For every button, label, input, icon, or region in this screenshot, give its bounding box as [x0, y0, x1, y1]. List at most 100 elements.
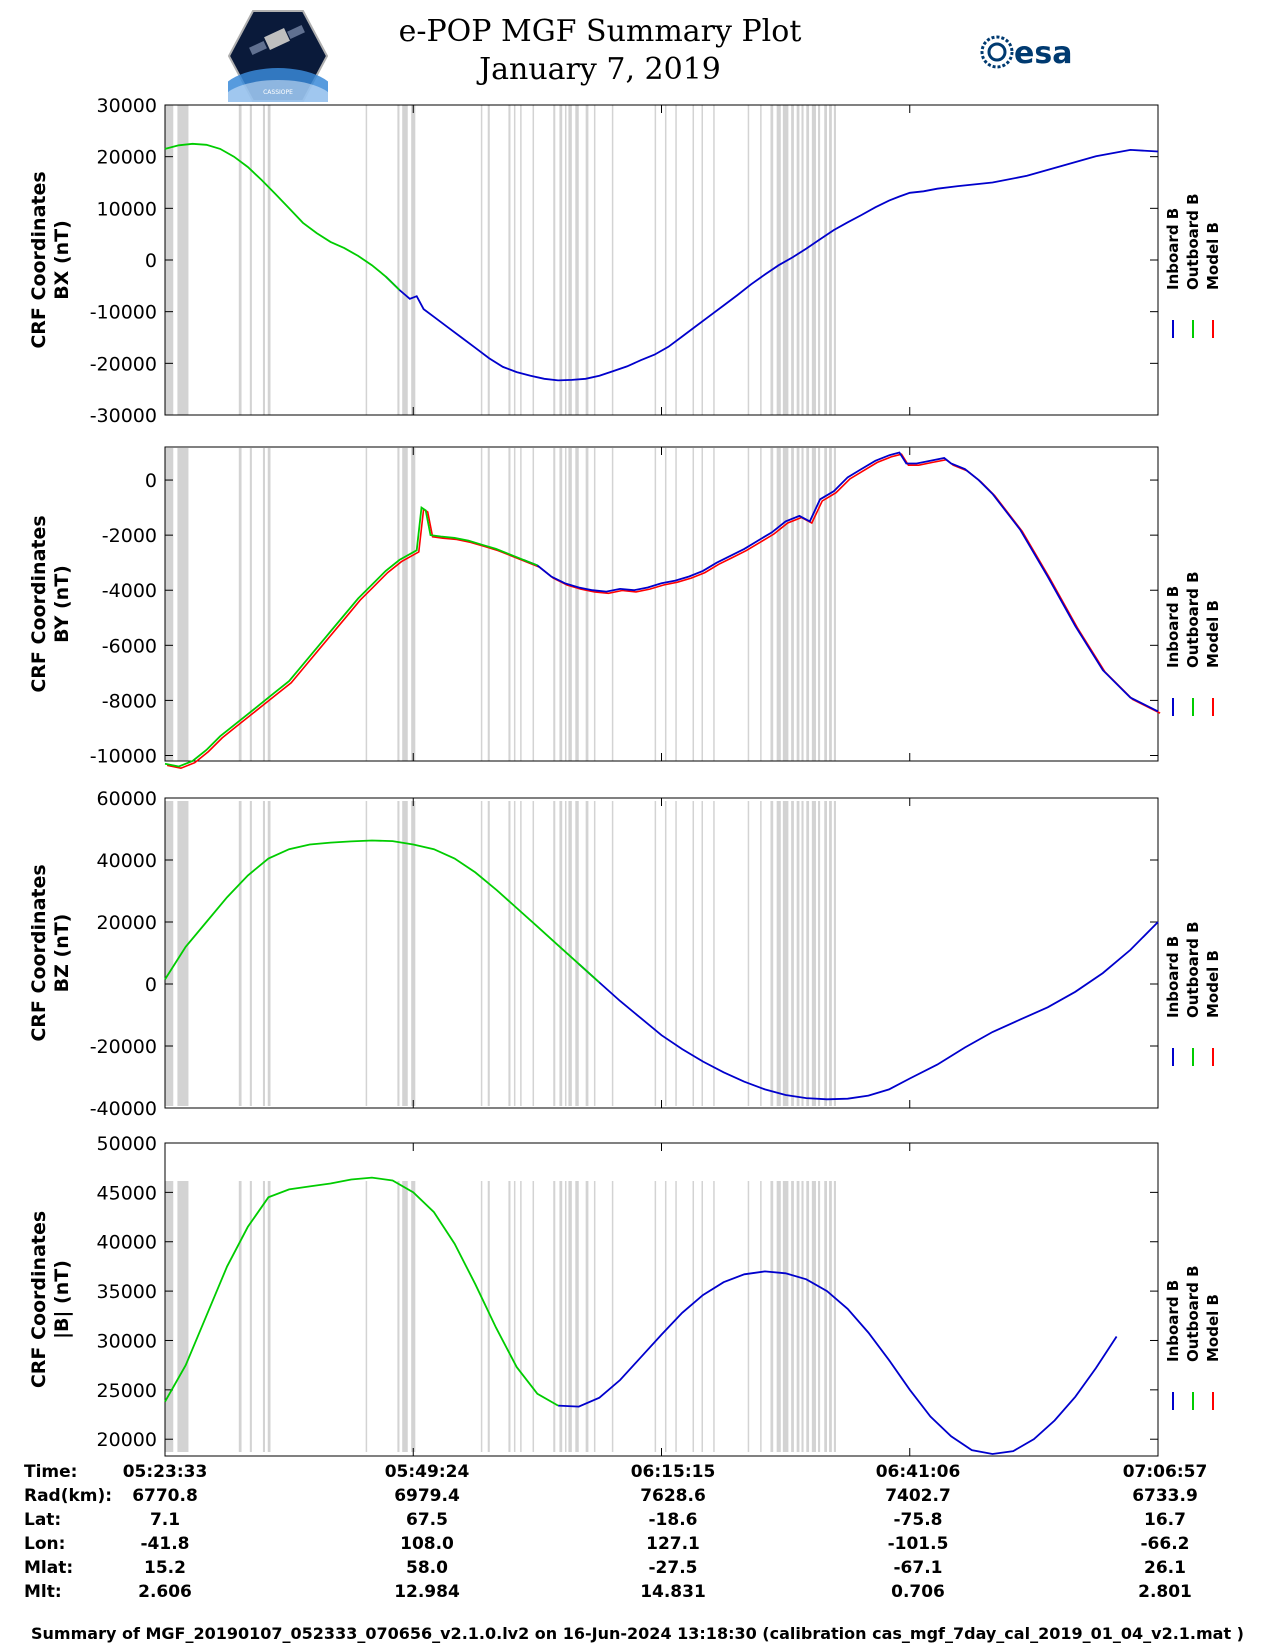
ephemeris-value: 05:23:33	[122, 1462, 208, 1482]
data-gap-band	[411, 801, 416, 1106]
data-gap-band	[508, 801, 511, 1106]
data-gap-band	[568, 1181, 572, 1452]
data-gap-band	[675, 105, 677, 415]
data-gap-band	[564, 1181, 567, 1452]
data-gap-band	[713, 448, 715, 761]
series-inboard-b	[578, 921, 1159, 1101]
legend-label: Outboard B	[1184, 571, 1202, 668]
data-gap-band	[365, 448, 368, 761]
ephemeris-value: 12.984	[394, 1582, 460, 1602]
data-gap-band	[402, 105, 408, 415]
data-gap-band	[480, 1181, 483, 1452]
legend-label: Outboard B	[1184, 193, 1202, 290]
data-gap-band	[487, 1181, 490, 1452]
ephemeris-value: 15.2	[144, 1558, 186, 1578]
data-gap-band	[559, 1181, 563, 1452]
data-gap-band	[747, 448, 750, 761]
y-tick-label: 20000	[97, 1429, 157, 1451]
data-gap-band	[760, 105, 762, 415]
data-gap-band	[791, 448, 794, 761]
series-inboard-b	[385, 148, 1159, 382]
data-gap-band	[760, 1181, 762, 1452]
data-gap-band	[249, 105, 252, 415]
data-gap-band	[593, 105, 596, 415]
ephemeris-value: 7402.7	[885, 1486, 951, 1506]
ephemeris-value: 2.801	[1138, 1582, 1192, 1602]
ephemeris-value: 7.1	[149, 1510, 181, 1530]
data-gap-band	[611, 448, 614, 761]
legend-label: Model B	[1204, 950, 1222, 1018]
y-tick-label: -10000	[90, 745, 157, 767]
ephemeris-value: 6733.9	[1132, 1486, 1198, 1506]
ephemeris-value: 06:41:06	[875, 1462, 961, 1482]
data-gap-band	[806, 448, 810, 761]
y-tick-label: -4000	[102, 580, 157, 602]
data-gap-band	[513, 105, 516, 415]
data-gap-band	[411, 1181, 416, 1452]
legend-label: Model B	[1204, 1294, 1222, 1362]
data-gap-band	[165, 801, 174, 1106]
data-gap-band	[611, 801, 614, 1106]
ephemeris-value: 7628.6	[640, 1486, 706, 1506]
data-gap-band	[267, 1181, 271, 1452]
series-inboard-b	[523, 451, 1159, 713]
data-gap-band	[675, 448, 677, 761]
data-gap-band	[833, 801, 836, 1106]
data-gap-band	[397, 448, 400, 761]
data-gap-band	[553, 105, 556, 415]
data-gap-band	[520, 1181, 522, 1452]
ephemeris-value: 6979.4	[394, 1486, 460, 1506]
data-gap-band	[675, 1181, 677, 1452]
data-gap-band	[238, 801, 242, 1106]
ephemeris-label: Mlat:	[24, 1558, 74, 1578]
y-tick-label: 20000	[97, 912, 157, 934]
data-gap-band	[365, 105, 368, 415]
data-gap-band	[692, 448, 695, 761]
ephemeris-value: 07:06:57	[1122, 1462, 1208, 1482]
data-gap-band	[701, 105, 703, 415]
data-gap-band	[513, 1181, 516, 1452]
y-tick-label: 0	[145, 250, 157, 272]
y-tick-label: -30000	[90, 405, 157, 427]
legend-label: Inboard B	[1164, 936, 1182, 1018]
data-gap-band	[520, 801, 522, 1106]
data-gap-band	[568, 801, 572, 1106]
data-gap-band	[568, 448, 572, 761]
y-tick-label: 30000	[97, 1330, 157, 1352]
panel-b: 50000 45000 40000 35000 30000 25000 20000 CRF C…	[28, 1133, 1222, 1457]
data-gap-band	[553, 448, 556, 761]
data-gap-band	[262, 448, 265, 761]
y-axis-label: CRF Coordinates	[28, 864, 50, 1041]
data-gap-band	[262, 1181, 265, 1452]
legend-label: Inboard B	[1164, 208, 1182, 290]
y-tick-label: 20000	[97, 147, 157, 169]
data-gap-band	[747, 105, 750, 415]
esa-logo-text: esa	[1014, 36, 1072, 71]
ephemeris-value: 127.1	[646, 1534, 700, 1554]
footer-summary: Summary of MGF_20190107_052333_070656_v2…	[31, 1624, 1244, 1643]
data-gap-band	[664, 105, 667, 415]
data-gap-band	[811, 1181, 816, 1452]
data-gap-band	[782, 105, 789, 415]
y-axis-label: BZ (nT)	[51, 914, 73, 993]
data-gap-band	[593, 801, 596, 1106]
data-gap-band	[833, 448, 836, 761]
data-gap-band	[585, 105, 589, 415]
data-gap-band	[801, 448, 804, 761]
data-gap-band	[480, 801, 483, 1106]
data-gap-band	[701, 1181, 703, 1452]
data-gap-band	[829, 105, 832, 415]
data-gap-band	[508, 105, 511, 415]
ephemeris-value: 14.831	[640, 1582, 706, 1602]
data-gap-band	[585, 448, 589, 761]
ephemeris-table: Time: Rad(km): Lat: Lon: Mlat: Mlt: 05:23:33 67…	[0, 1462, 1275, 1622]
series-outboard-b	[164, 142, 401, 291]
data-gap-band	[513, 801, 516, 1106]
data-gap-band	[833, 105, 836, 415]
data-gap-band	[365, 801, 368, 1106]
data-gap-band	[824, 1181, 827, 1452]
series-inboard-b	[558, 1270, 1118, 1455]
legend-label: Outboard B	[1184, 1265, 1202, 1362]
data-gap-band	[770, 105, 774, 415]
data-gap-band	[713, 801, 715, 1106]
